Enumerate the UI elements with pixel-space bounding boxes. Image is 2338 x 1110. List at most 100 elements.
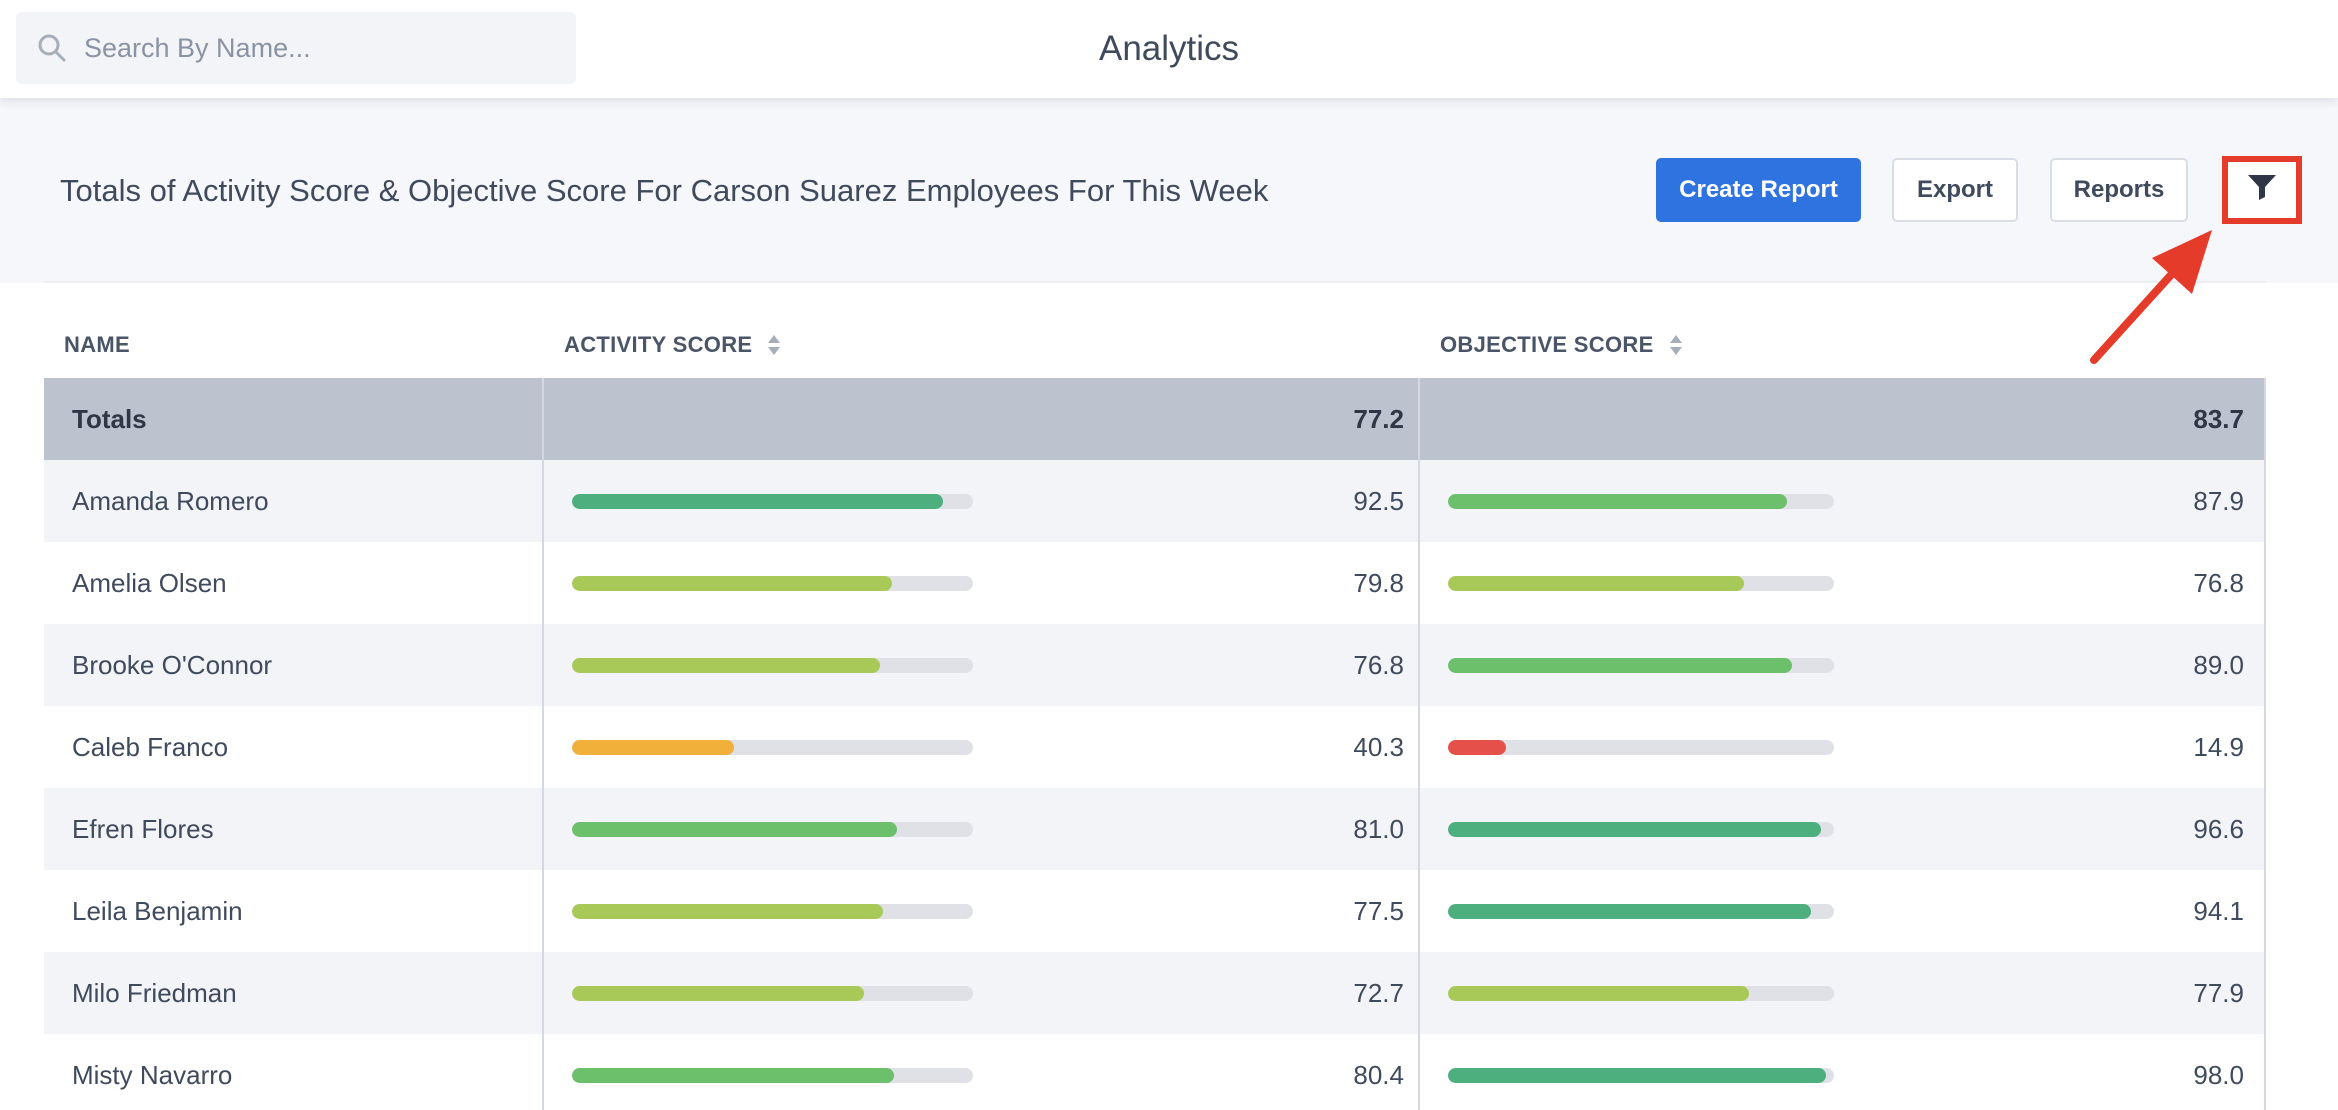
objective-score-fill bbox=[1448, 658, 1792, 673]
column-divider bbox=[2264, 870, 2266, 952]
column-header-activity-label: ACTIVITY SCORE bbox=[564, 331, 753, 357]
sort-icon bbox=[1669, 334, 1682, 355]
column-divider bbox=[542, 542, 544, 624]
activity-score-fill bbox=[572, 576, 892, 591]
activity-score-fill bbox=[572, 986, 864, 1001]
column-divider bbox=[542, 706, 544, 788]
column-divider bbox=[2264, 378, 2266, 460]
objective-score-bar bbox=[1448, 1068, 1834, 1083]
objective-score-value: 77.9 bbox=[2193, 978, 2244, 1008]
employee-name[interactable]: Efren Flores bbox=[72, 814, 214, 844]
objective-score-value: 96.6 bbox=[2193, 814, 2244, 844]
column-divider bbox=[542, 460, 544, 542]
activity-score-bar bbox=[572, 576, 973, 591]
column-header-objective[interactable]: OBJECTIVE SCORE bbox=[1440, 283, 1684, 378]
column-divider bbox=[542, 378, 544, 460]
create-report-button[interactable]: Create Report bbox=[1656, 158, 1861, 222]
column-divider bbox=[2264, 624, 2266, 706]
divider bbox=[44, 281, 2266, 283]
column-divider bbox=[1418, 378, 1420, 460]
column-divider bbox=[1418, 870, 1420, 952]
objective-score-bar bbox=[1448, 576, 1834, 591]
column-divider bbox=[2264, 542, 2266, 624]
employee-name[interactable]: Misty Navarro bbox=[72, 1060, 233, 1090]
column-divider bbox=[2264, 788, 2266, 870]
column-divider bbox=[1418, 1034, 1420, 1110]
activity-score-bar bbox=[572, 822, 973, 837]
totals-row: Totals 77.2 83.7 bbox=[44, 378, 2266, 460]
objective-score-bar bbox=[1448, 658, 1834, 673]
objective-score-fill bbox=[1448, 1068, 1827, 1083]
column-header-objective-label: OBJECTIVE SCORE bbox=[1440, 331, 1654, 357]
column-divider bbox=[1418, 952, 1420, 1034]
column-divider bbox=[542, 788, 544, 870]
search-input[interactable]: Search By Name... bbox=[84, 33, 311, 63]
report-header: Totals of Activity Score & Objective Sco… bbox=[0, 98, 2338, 283]
objective-score-value: 87.9 bbox=[2193, 486, 2244, 516]
activity-score-fill bbox=[572, 658, 880, 673]
table-row[interactable]: Caleb Franco 40.3 14.9 bbox=[44, 706, 2266, 788]
totals-activity-value: 77.2 bbox=[1353, 404, 1404, 434]
table-row[interactable]: Amelia Olsen 79.8 76.8 bbox=[44, 542, 2266, 624]
table-row[interactable]: Amanda Romero 92.5 87.9 bbox=[44, 460, 2266, 542]
objective-score-fill bbox=[1448, 904, 1812, 919]
objective-score-fill bbox=[1448, 576, 1745, 591]
table-row[interactable]: Brooke O'Connor 76.8 89.0 bbox=[44, 624, 2266, 706]
column-header-activity[interactable]: ACTIVITY SCORE bbox=[564, 283, 782, 378]
objective-score-value: 89.0 bbox=[2193, 650, 2244, 680]
column-divider bbox=[2264, 460, 2266, 542]
totals-label: Totals bbox=[72, 404, 147, 434]
column-divider bbox=[542, 1034, 544, 1110]
sort-icon bbox=[768, 334, 781, 355]
activity-score-bar bbox=[572, 904, 973, 919]
activity-score-fill bbox=[572, 1068, 895, 1083]
employee-name[interactable]: Milo Friedman bbox=[72, 978, 237, 1008]
activity-score-bar bbox=[572, 658, 973, 673]
table-row[interactable]: Misty Navarro 80.4 98.0 bbox=[44, 1034, 2266, 1110]
annotation-arrow-icon bbox=[2090, 230, 2212, 364]
objective-score-fill bbox=[1448, 986, 1749, 1001]
search-box[interactable]: Search By Name... bbox=[16, 12, 576, 84]
objective-score-fill bbox=[1448, 822, 1821, 837]
column-header-name: NAME bbox=[64, 331, 130, 357]
activity-score-value: 80.4 bbox=[1353, 1060, 1404, 1090]
report-title: Totals of Activity Score & Objective Sco… bbox=[60, 173, 1269, 208]
employee-name[interactable]: Amelia Olsen bbox=[72, 568, 227, 598]
employee-name[interactable]: Amanda Romero bbox=[72, 486, 269, 516]
column-divider bbox=[542, 952, 544, 1034]
activity-score-value: 40.3 bbox=[1353, 732, 1404, 762]
table-row[interactable]: Leila Benjamin 77.5 94.1 bbox=[44, 870, 2266, 952]
export-button[interactable]: Export bbox=[1892, 158, 2018, 222]
employee-name[interactable]: Caleb Franco bbox=[72, 732, 229, 762]
activity-score-value: 77.5 bbox=[1353, 896, 1404, 926]
activity-score-value: 81.0 bbox=[1353, 814, 1404, 844]
column-divider bbox=[1418, 788, 1420, 870]
activity-score-fill bbox=[572, 822, 897, 837]
column-divider bbox=[542, 870, 544, 952]
reports-button[interactable]: Reports bbox=[2050, 158, 2188, 222]
top-bar: Search By Name... Analytics bbox=[0, 0, 2338, 98]
column-divider bbox=[2264, 1034, 2266, 1110]
totals-objective-value: 83.7 bbox=[2193, 404, 2244, 434]
filter-button[interactable] bbox=[2222, 156, 2302, 224]
column-divider bbox=[2264, 706, 2266, 788]
objective-score-value: 98.0 bbox=[2193, 1060, 2244, 1090]
activity-score-bar bbox=[572, 494, 973, 509]
activity-score-value: 76.8 bbox=[1353, 650, 1404, 680]
employee-name[interactable]: Leila Benjamin bbox=[72, 896, 243, 926]
objective-score-value: 14.9 bbox=[2193, 732, 2244, 762]
activity-score-fill bbox=[572, 494, 943, 509]
column-divider bbox=[1418, 542, 1420, 624]
column-divider bbox=[1418, 706, 1420, 788]
objective-score-fill bbox=[1448, 740, 1506, 755]
table-row[interactable]: Efren Flores 81.0 96.6 bbox=[44, 788, 2266, 870]
table-row[interactable]: Milo Friedman 72.7 77.9 bbox=[44, 952, 2266, 1034]
employee-name[interactable]: Brooke O'Connor bbox=[72, 650, 273, 680]
table-header: NAME ACTIVITY SCORE OBJECTIVE SCORE bbox=[44, 283, 2266, 378]
filter-icon bbox=[2247, 173, 2277, 208]
objective-score-value: 76.8 bbox=[2193, 568, 2244, 598]
activity-score-bar bbox=[572, 1068, 973, 1083]
search-icon bbox=[36, 32, 68, 64]
column-divider bbox=[1418, 624, 1420, 706]
objective-score-bar bbox=[1448, 986, 1834, 1001]
